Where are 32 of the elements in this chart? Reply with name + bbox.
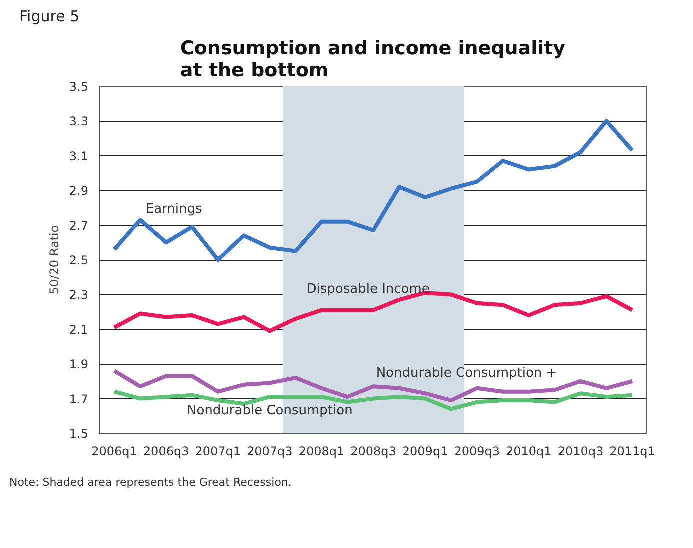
y-tick-label: 1.7 (69, 392, 89, 406)
y-tick-label: 3.1 (69, 149, 89, 164)
x-tick-label: 2009q1 (402, 444, 448, 458)
line-series (112, 369, 635, 403)
y-tick-label: 1.9 (69, 358, 89, 372)
y-tick-label: 1.5 (69, 427, 89, 441)
x-tick-label: 2011q1 (610, 444, 656, 458)
x-tick-label: 2010q3 (558, 444, 604, 458)
series-label: Earnings (146, 202, 203, 218)
x-tick-label: 2007q3 (247, 444, 293, 458)
x-tick-label: 2008q3 (350, 444, 396, 458)
x-tick-label: 2007q1 (195, 444, 242, 458)
y-tick-label: 2.7 (69, 218, 89, 233)
y-tick-label: 3.5 (69, 80, 89, 94)
x-tick-label: 2006q3 (143, 444, 190, 458)
y-tick-label: 3.3 (69, 114, 89, 129)
y-tick-label: 2.3 (69, 288, 89, 302)
text: Note: Shaded area represents the Great Recession. (10, 476, 292, 489)
series-label: Disposable Income (306, 282, 430, 297)
line-series (112, 119, 635, 262)
caption: Figure 5 (20, 8, 80, 26)
x-tick-label: 2010q1 (506, 444, 552, 458)
y-tick-label: 2.9 (69, 184, 89, 198)
x-tick-label: 2008q1 (298, 444, 345, 458)
y-tick-label: 2.1 (69, 322, 89, 337)
x-tick-label: 2006q1 (92, 444, 138, 458)
x-tick-label: 2009q3 (454, 444, 500, 458)
series-label: Nondurable Consumption + (376, 366, 558, 382)
chart-title: Consumption and income inequality at the bottom (180, 38, 566, 82)
y-axis-title: 50/20 Ratio (47, 225, 62, 295)
series-label: Nondurable Consumption (187, 403, 353, 418)
y-tick-label: 2.5 (69, 254, 89, 268)
